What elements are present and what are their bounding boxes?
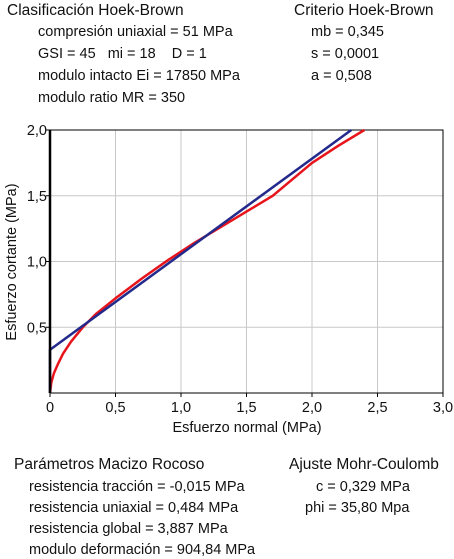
classification-line: compresión uniaxial = 51 MPa [38, 24, 233, 40]
mohr-coulomb-line: c = 0,329 MPa [316, 479, 410, 495]
chart-ticks: 0 0,5 1,0 1,5 2,0 2,5 3,0 0,5 1,0 1,5 2,0 [27, 123, 453, 416]
y-tick-label: 0,5 [27, 320, 47, 336]
mohr-coulomb-title: Ajuste Mohr-Coulomb [289, 456, 439, 473]
rock-mass-line: resistencia uniaxial = 0,484 MPa [29, 500, 239, 516]
hoek-brown-envelope-line [48, 128, 366, 394]
x-tick-label: 1,5 [236, 400, 256, 416]
y-axis-label: Esfuerzo cortante (MPa) [4, 183, 20, 340]
x-tick-label: 1,0 [171, 400, 191, 416]
chart-grid [50, 130, 443, 393]
criterion-line: s = 0,0001 [311, 46, 380, 62]
classification-title: Clasificación Hoek-Brown [7, 2, 184, 19]
classification-line: modulo intacto Ei = 17850 MPa [38, 68, 240, 84]
criterion-line: a = 0,508 [311, 68, 372, 84]
rock-mass-title: Parámetros Macizo Rocoso [14, 456, 205, 473]
rock-mass-line: modulo deformación = 904,84 MPa [29, 542, 256, 558]
x-axis-label: Esfuerzo normal (MPa) [172, 420, 321, 436]
x-tick-label: 3,0 [433, 400, 453, 416]
mohr-coulomb-line: phi = 35,80 Mpa [305, 500, 410, 516]
criterion-title: Criterio Hoek-Brown [294, 2, 434, 19]
criterion-line: mb = 0,345 [311, 24, 384, 40]
classification-line: GSI = 45 mi = 18 D = 1 [38, 46, 207, 62]
classification-line: modulo ratio MR = 350 [38, 90, 186, 106]
x-tick-label: 2,0 [302, 400, 322, 416]
x-tick-label: 0 [46, 400, 54, 416]
y-tick-label: 1,0 [27, 255, 47, 271]
rock-mass-line: resistencia global = 3,887 MPa [29, 521, 228, 537]
y-tick-label: 2,0 [27, 123, 47, 139]
rock-mass-line: resistencia tracción = -0,015 MPa [29, 479, 245, 495]
y-tick-label: 1,5 [27, 189, 47, 205]
x-tick-label: 2,5 [367, 400, 387, 416]
x-tick-label: 0,5 [105, 400, 125, 416]
